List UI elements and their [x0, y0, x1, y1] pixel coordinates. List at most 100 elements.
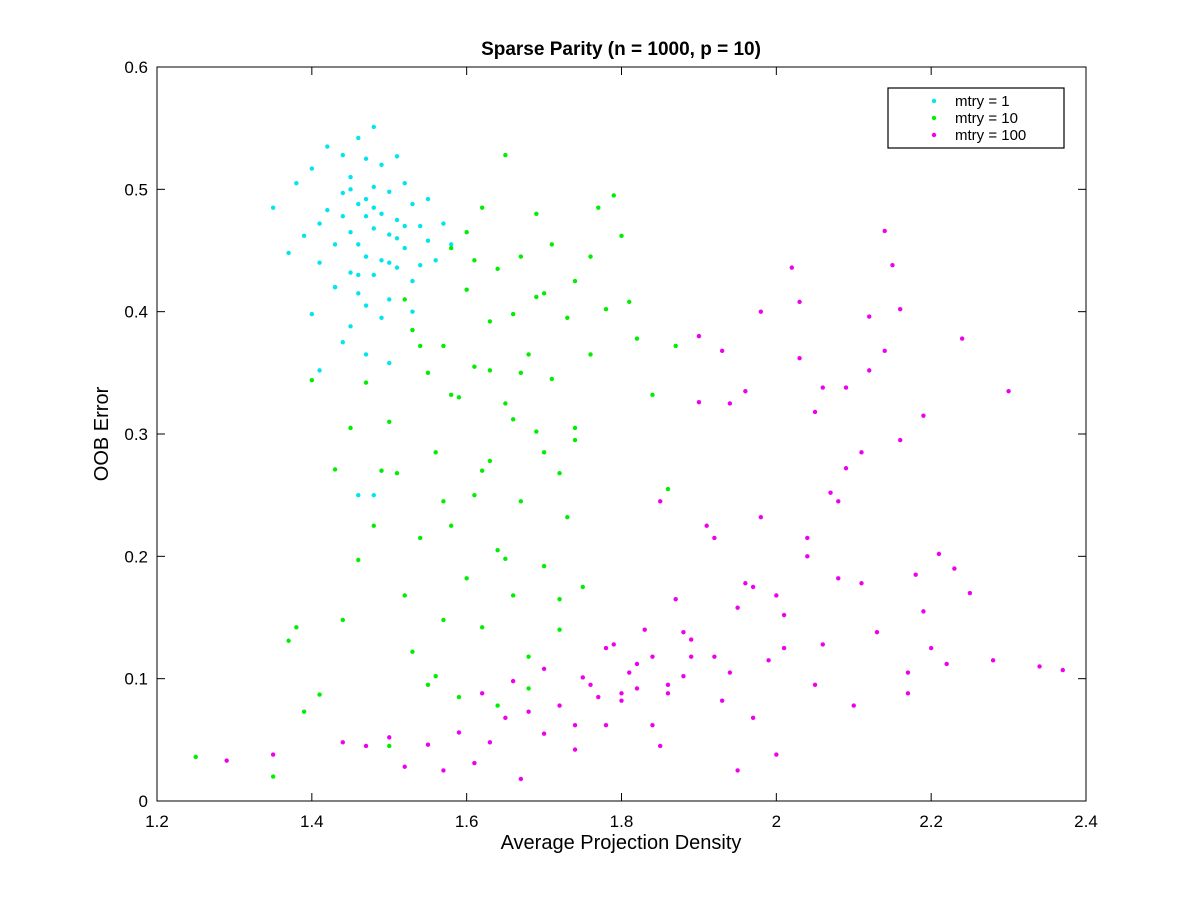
data-point — [387, 232, 392, 237]
data-point — [441, 343, 446, 349]
data-point — [867, 368, 872, 373]
data-point — [510, 417, 516, 422]
data-point — [464, 287, 469, 292]
data-point — [394, 470, 400, 476]
data-point — [340, 214, 345, 219]
data-point — [603, 722, 609, 728]
data-point — [348, 324, 353, 329]
data-point — [650, 392, 655, 398]
x-tick-label: 1.2 — [145, 812, 169, 831]
data-point — [851, 703, 856, 708]
data-point — [549, 376, 555, 382]
data-point — [843, 466, 849, 471]
data-point — [340, 617, 345, 623]
data-point — [611, 642, 616, 647]
data-point — [642, 627, 647, 632]
data-point — [905, 670, 911, 675]
data-point — [921, 609, 926, 614]
data-point — [704, 523, 709, 528]
data-point — [627, 299, 632, 305]
legend-marker — [931, 98, 937, 104]
data-point — [557, 627, 562, 632]
series-2 — [193, 152, 678, 779]
data-point — [487, 740, 493, 745]
data-point — [719, 698, 725, 703]
data-point — [797, 299, 802, 305]
data-point — [572, 278, 578, 284]
data-point — [541, 731, 547, 736]
data-point — [464, 576, 469, 581]
data-point — [719, 348, 725, 354]
data-point — [379, 258, 384, 263]
data-point — [224, 758, 229, 763]
data-point — [650, 722, 655, 728]
data-point — [541, 666, 547, 672]
data-point — [735, 605, 740, 610]
data-point — [572, 425, 578, 431]
data-point — [781, 612, 787, 618]
data-point — [356, 291, 361, 296]
data-point — [394, 154, 400, 159]
data-point — [363, 156, 369, 161]
data-point — [270, 205, 276, 210]
data-point — [425, 196, 431, 202]
axes: 1.2 1.4 1.6 1.8 2 2.2 2.4 0 0.1 0.2 0.3 0.4 0.5 0.6 — [124, 58, 1097, 831]
data-point — [990, 658, 996, 663]
data-point — [812, 682, 818, 687]
data-point — [526, 686, 531, 691]
data-point — [673, 343, 678, 349]
data-point — [774, 752, 779, 757]
data-point — [766, 658, 771, 663]
data-point — [371, 523, 376, 528]
data-point — [433, 258, 438, 263]
data-point — [828, 490, 833, 495]
data-point — [503, 715, 508, 721]
data-point — [332, 242, 338, 247]
data-point — [619, 691, 624, 696]
legend-marker — [931, 132, 937, 138]
data-point — [774, 593, 779, 598]
data-point — [487, 458, 493, 464]
data-point — [379, 211, 384, 216]
data-point — [301, 709, 307, 714]
data-point — [898, 307, 903, 312]
data-point — [371, 205, 376, 210]
data-point — [665, 682, 671, 687]
data-point — [510, 593, 516, 598]
data-point — [387, 743, 392, 749]
data-point — [859, 450, 864, 455]
data-point — [541, 563, 547, 569]
data-point — [619, 233, 624, 239]
data-point — [658, 499, 663, 504]
data-point — [495, 548, 500, 553]
data-point — [1060, 667, 1065, 673]
data-point — [472, 364, 477, 369]
legend-label: mtry = 100 — [955, 127, 1026, 144]
data-point — [627, 670, 632, 675]
data-point — [750, 584, 756, 590]
data-point — [727, 401, 733, 406]
data-point — [402, 297, 407, 302]
data-point — [425, 238, 431, 243]
data-point — [441, 499, 446, 504]
data-point — [394, 217, 400, 223]
data-point — [356, 242, 361, 247]
data-point — [634, 661, 640, 667]
data-point — [348, 174, 353, 180]
data-point — [967, 590, 973, 596]
data-point — [518, 776, 524, 782]
data-point — [387, 419, 392, 424]
data-point — [805, 554, 810, 559]
data-point — [588, 682, 593, 687]
data-point — [387, 360, 392, 366]
data-point — [696, 333, 702, 339]
data-point — [503, 556, 508, 561]
y-tick-label: 0.6 — [124, 58, 148, 77]
legend-box — [887, 87, 1065, 149]
data-point — [410, 327, 415, 333]
data-point — [402, 593, 407, 598]
data-point — [418, 343, 423, 349]
data-point — [356, 272, 361, 278]
data-point — [619, 698, 624, 703]
data-point — [588, 352, 593, 357]
